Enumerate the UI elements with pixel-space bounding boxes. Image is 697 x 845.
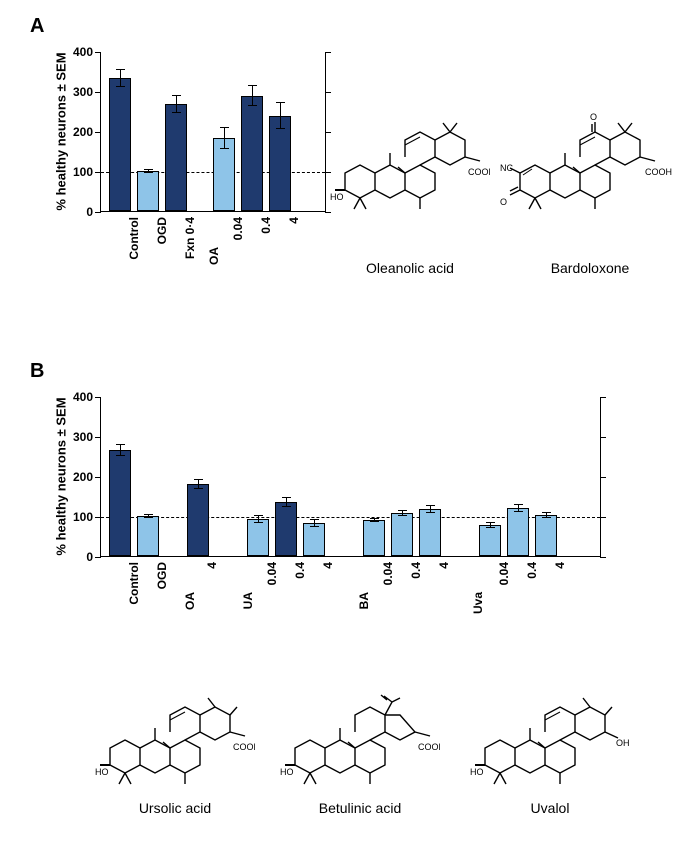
svg-text:O: O	[590, 112, 597, 122]
bar	[419, 509, 441, 556]
ytick-label: 200	[73, 470, 101, 484]
xtick-label: 0.4	[407, 562, 423, 579]
svg-text:HO: HO	[470, 767, 484, 777]
ytick-label: 100	[73, 165, 101, 179]
ytick-label: 300	[73, 430, 101, 444]
bar	[507, 508, 529, 556]
xtick-label: Fxn 0·4	[181, 217, 197, 259]
error-bar	[198, 479, 199, 489]
oleanolic-acid-label: Oleanolic acid	[366, 260, 454, 276]
svg-text:HO: HO	[95, 767, 109, 777]
panel-a-label: A	[30, 15, 44, 38]
bar	[137, 171, 159, 211]
ursolic-acid-structure: HO COOH	[95, 680, 255, 795]
bar	[109, 78, 131, 211]
bar	[275, 502, 297, 556]
xtick-label: 0.04	[379, 562, 395, 585]
y-axis-label: % healthy neurons ± SEM	[54, 397, 69, 557]
oleanolic-acid-structure: HO COOH	[330, 95, 490, 225]
svg-text:HO: HO	[280, 767, 294, 777]
ytick-label: 400	[73, 45, 101, 59]
error-bar	[280, 102, 281, 129]
svg-text:COOH: COOH	[645, 167, 672, 177]
error-bar	[402, 510, 403, 516]
bar	[269, 116, 291, 211]
ytick-label: 0	[86, 205, 101, 219]
bar	[187, 484, 209, 556]
ytick-label: 300	[73, 85, 101, 99]
bar	[535, 515, 557, 556]
betulinic-acid-label: Betulinic acid	[319, 800, 402, 816]
error-bar	[120, 444, 121, 457]
xtick-label: Control	[125, 217, 141, 260]
error-bar	[490, 522, 491, 528]
group-label: UA	[241, 592, 255, 609]
xtick-label: 4	[435, 562, 451, 569]
group-label: OA	[183, 592, 197, 610]
error-bar	[546, 512, 547, 518]
error-bar	[252, 85, 253, 106]
svg-text:COOH: COOH	[468, 167, 490, 177]
y-axis-label: % healthy neurons ± SEM	[54, 52, 69, 212]
error-bar	[148, 169, 149, 174]
panel-b-label: B	[30, 360, 44, 383]
xtick-label: OGD	[153, 217, 169, 244]
xtick-label: 4	[319, 562, 335, 569]
error-bar	[286, 497, 287, 507]
bar	[303, 523, 325, 556]
bardoloxone-structure: O NC O COOH	[500, 95, 680, 225]
chart-b: % healthy neurons ± SEM 0 100 200 300 400 Cont…	[30, 385, 620, 675]
betulinic-acid-structure: HO COOH	[280, 680, 440, 795]
error-bar	[148, 514, 149, 519]
xtick-label: 0.04	[495, 562, 511, 585]
group-label: OA	[207, 247, 221, 265]
error-bar	[430, 505, 431, 513]
xtick-label: 4	[203, 562, 219, 569]
error-bar	[314, 519, 315, 527]
xtick-label: 0.4	[257, 217, 273, 234]
xtick-label: OGD	[153, 562, 169, 589]
group-label: BA	[357, 592, 371, 609]
ytick-label: 400	[73, 390, 101, 404]
uvalol-label: Uvalol	[531, 800, 570, 816]
xtick-label: Control	[125, 562, 141, 605]
ytick-label: 100	[73, 510, 101, 524]
xtick-label: 4	[551, 562, 567, 569]
xtick-label: 0.04	[263, 562, 279, 585]
svg-text:O: O	[500, 197, 507, 207]
bar	[479, 525, 501, 556]
bar	[363, 520, 385, 556]
bar	[391, 513, 413, 556]
error-bar	[120, 69, 121, 87]
svg-text:OH: OH	[616, 738, 630, 748]
ytick-label: 0	[86, 550, 101, 564]
error-bar	[374, 518, 375, 523]
chart-a: % healthy neurons ± SEM 0 100 200 300 400 Cont…	[30, 40, 340, 330]
svg-text:COOH: COOH	[233, 742, 255, 752]
xtick-label: 0.4	[291, 562, 307, 579]
error-bar	[518, 504, 519, 512]
svg-text:NC: NC	[500, 163, 513, 173]
svg-text:HO: HO	[330, 192, 344, 202]
chart-a-plot: % healthy neurons ± SEM0100200300400Cont…	[100, 52, 325, 212]
uvalol-structure: HO OH	[470, 680, 630, 795]
group-label: Uva	[471, 592, 485, 614]
bardoloxone-label: Bardoloxone	[551, 260, 630, 276]
bar	[137, 516, 159, 556]
xtick-label: 0.04	[229, 217, 245, 240]
error-bar	[258, 515, 259, 523]
error-bar	[176, 95, 177, 113]
bar	[247, 519, 269, 556]
bar	[241, 96, 263, 211]
xtick-label: 0.4	[523, 562, 539, 579]
chart-b-plot: % healthy neurons ± SEM0100200300400Cont…	[100, 397, 600, 557]
bar	[165, 104, 187, 211]
error-bar	[224, 127, 225, 149]
xtick-label: 4	[285, 217, 301, 224]
ursolic-acid-label: Ursolic acid	[139, 800, 211, 816]
bar	[109, 450, 131, 556]
ytick-label: 200	[73, 125, 101, 139]
svg-text:COOH: COOH	[418, 742, 440, 752]
